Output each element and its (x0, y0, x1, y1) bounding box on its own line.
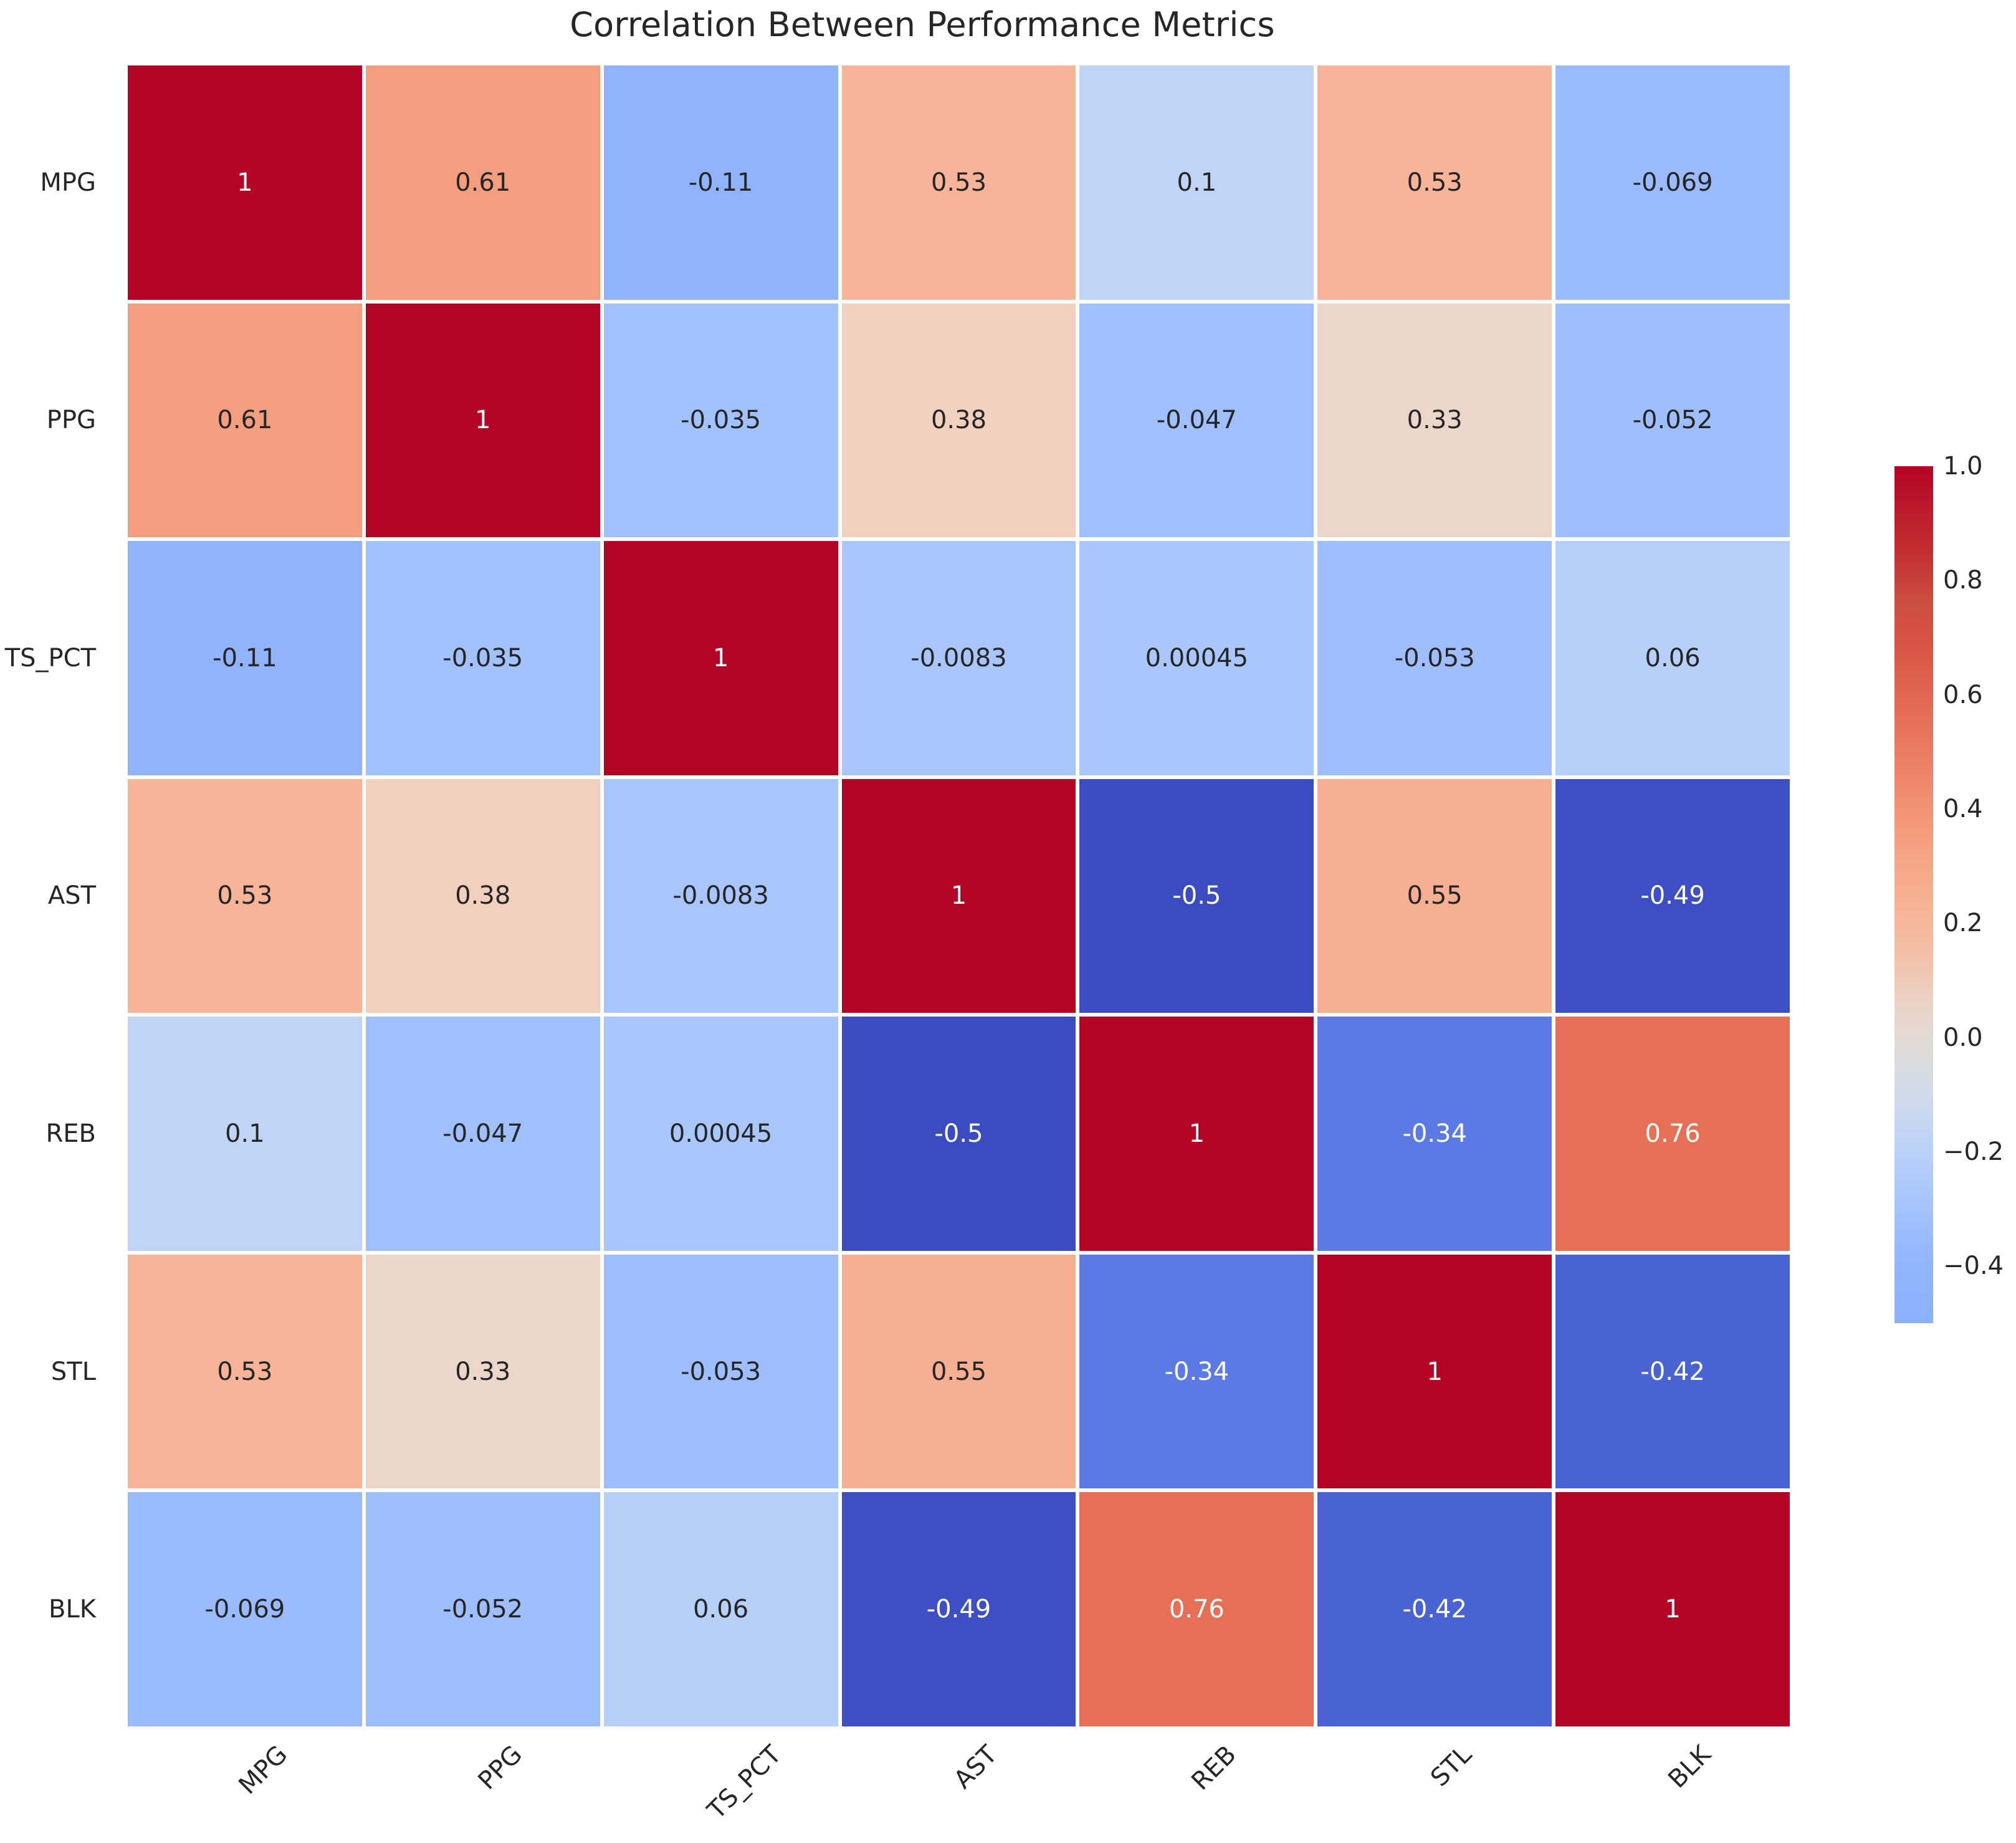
heatmap-cell: -0.053 (1317, 541, 1552, 775)
y-tick-label-blk: BLK (49, 1595, 96, 1624)
x-tick-label-ts_pct: TS_PCT (702, 1740, 787, 1825)
x-tick-slot: BLK (1555, 1726, 1790, 1842)
colorbar-tick-label: 0.8 (1943, 566, 1983, 595)
heatmap-cell: 0.53 (128, 1254, 362, 1489)
y-tick-label-reb: REB (45, 1119, 96, 1149)
heatmap-grid: 1 0.61 -0.11 0.53 0.1 0.53 -0.069 0.61 1 -0.035 0.… (128, 65, 1790, 1726)
heatmap-cell: 0.1 (1079, 65, 1314, 300)
colorbar: 1.0 0.8 0.6 0.4 0.2 0.0 −0.2 −0.4 (1894, 452, 2004, 1323)
colorbar-tick-label: 0.0 (1943, 1023, 1983, 1052)
heatmap-cell: 0.00045 (603, 1017, 838, 1251)
y-axis-tick-labels: MPG PPG TS_PCT AST REB STL BLK (0, 65, 112, 1726)
x-tick-label-mpg: MPG (233, 1740, 294, 1800)
x-tick-slot: TS_PCT (604, 1726, 838, 1842)
heatmap-cell: 0.33 (1317, 303, 1552, 538)
x-tick-slot: STL (1317, 1726, 1552, 1842)
colorbar-tick-label: 1.0 (1943, 452, 1983, 481)
colorbar-gradient (1894, 466, 1933, 1323)
heatmap-cell: 1 (1079, 1017, 1314, 1251)
heatmap-cell: 0.53 (841, 65, 1076, 300)
x-tick-label-ast: AST (948, 1740, 1003, 1795)
heatmap-cell: 0.06 (603, 1492, 838, 1726)
x-tick-label-stl: STL (1425, 1740, 1478, 1793)
y-tick-label-ts_pct: TS_PCT (4, 643, 96, 673)
heatmap-cell: 1 (841, 778, 1076, 1013)
x-tick-label-blk: BLK (1663, 1740, 1717, 1794)
heatmap-cell: 1 (365, 303, 600, 538)
heatmap-cell: -0.34 (1079, 1254, 1314, 1489)
heatmap-cell: 0.06 (1555, 541, 1790, 775)
heatmap-cell: -0.5 (1079, 778, 1314, 1013)
x-tick-label-reb: REB (1186, 1740, 1243, 1796)
heatmap-cell: 0.53 (128, 778, 362, 1013)
x-tick-slot: REB (1079, 1726, 1314, 1842)
y-tick-label-mpg: MPG (40, 168, 96, 197)
heatmap-cell: 0.61 (365, 65, 600, 300)
heatmap-cell: -0.069 (1555, 65, 1790, 300)
heatmap-cell: 0.38 (365, 778, 600, 1013)
heatmap-cell: 0.33 (365, 1254, 600, 1489)
heatmap-cell: -0.052 (1555, 303, 1790, 538)
heatmap-cell: -0.047 (1079, 303, 1314, 538)
colorbar-tick-label: 0.4 (1943, 795, 1983, 823)
heatmap-cell: 0.00045 (1079, 541, 1314, 775)
heatmap-cell: 1 (128, 65, 362, 300)
heatmap-cell: 0.76 (1079, 1492, 1314, 1726)
x-tick-slot: PPG (366, 1726, 600, 1842)
heatmap-cell: -0.035 (603, 303, 838, 538)
x-tick-slot: AST (842, 1726, 1076, 1842)
heatmap-cell: 1 (1317, 1254, 1552, 1489)
heatmap-cell: -0.0083 (603, 778, 838, 1013)
x-axis-tick-labels: MPG PPG TS_PCT AST REB STL BLK (128, 1726, 1790, 1842)
colorbar-tick-label: 0.2 (1943, 909, 1983, 938)
heatmap-cell: 0.61 (128, 303, 362, 538)
x-tick-label-ppg: PPG (472, 1740, 528, 1796)
heatmap-cell: -0.047 (365, 1017, 600, 1251)
heatmap-cell: -0.5 (841, 1017, 1076, 1251)
heatmap-cell: 0.55 (1317, 778, 1552, 1013)
colorbar-tick-label: 0.6 (1943, 680, 1983, 709)
heatmap-cell: 0.38 (841, 303, 1076, 538)
heatmap-cell: -0.49 (841, 1492, 1076, 1726)
heatmap-cell: -0.0083 (841, 541, 1076, 775)
heatmap-cell: 0.55 (841, 1254, 1076, 1489)
y-tick-label-ast: AST (47, 881, 96, 911)
heatmap-cell: -0.42 (1317, 1492, 1552, 1726)
heatmap-cell: 0.76 (1555, 1017, 1790, 1251)
heatmap-cell: 1 (1555, 1492, 1790, 1726)
heatmap-cell: -0.052 (365, 1492, 600, 1726)
heatmap-cell: -0.11 (128, 541, 362, 775)
x-tick-slot: MPG (128, 1726, 362, 1842)
heatmap-cell: 0.1 (128, 1017, 362, 1251)
page-title: Correlation Between Performance Metrics (570, 5, 1275, 44)
heatmap-cell: 1 (603, 541, 838, 775)
heatmap-cell: -0.49 (1555, 778, 1790, 1013)
colorbar-tick-label: −0.4 (1943, 1252, 2004, 1281)
y-tick-label-stl: STL (50, 1357, 96, 1386)
colorbar-tick-label: −0.2 (1943, 1137, 2004, 1166)
heatmap-cell: -0.035 (365, 541, 600, 775)
heatmap-cell: -0.42 (1555, 1254, 1790, 1489)
heatmap-cell: -0.11 (603, 65, 838, 300)
y-tick-label-ppg: PPG (46, 406, 96, 435)
heatmap-cell: -0.053 (603, 1254, 838, 1489)
heatmap-cell: -0.34 (1317, 1017, 1552, 1251)
heatmap-cell: -0.069 (128, 1492, 362, 1726)
heatmap-cell: 0.53 (1317, 65, 1552, 300)
